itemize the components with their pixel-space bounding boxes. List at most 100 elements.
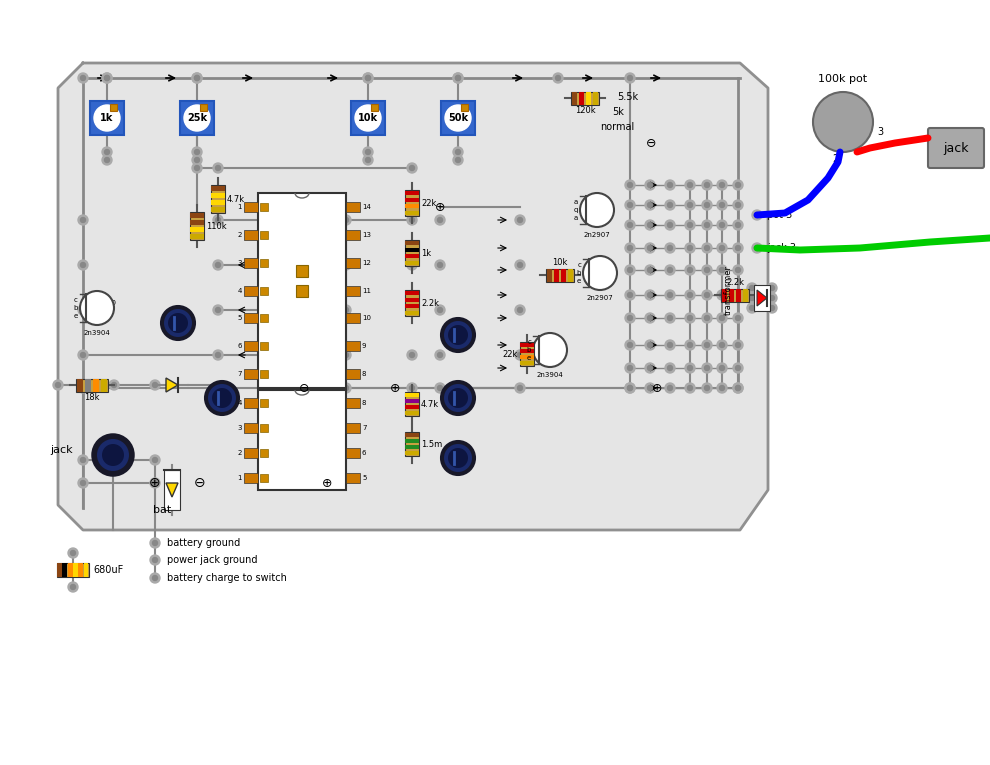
- Text: ⊕: ⊕: [390, 382, 400, 395]
- Circle shape: [628, 246, 633, 250]
- Circle shape: [720, 223, 725, 227]
- Text: ⊕: ⊕: [435, 200, 446, 213]
- Text: jack 3: jack 3: [767, 243, 796, 253]
- Circle shape: [192, 163, 202, 173]
- Circle shape: [702, 363, 712, 373]
- Bar: [405, 204, 419, 208]
- Circle shape: [687, 268, 692, 272]
- Circle shape: [665, 220, 675, 230]
- Bar: [405, 411, 419, 415]
- Circle shape: [216, 353, 221, 357]
- Circle shape: [194, 158, 200, 162]
- Circle shape: [112, 382, 117, 388]
- Circle shape: [80, 217, 85, 223]
- Bar: [260, 424, 268, 431]
- Circle shape: [736, 268, 741, 272]
- Bar: [67, 563, 72, 577]
- Bar: [405, 445, 419, 449]
- Polygon shape: [166, 378, 178, 392]
- Text: 14: 14: [362, 204, 371, 210]
- Circle shape: [747, 283, 757, 293]
- Circle shape: [717, 200, 727, 210]
- Circle shape: [105, 158, 110, 162]
- Text: bat: bat: [153, 505, 171, 515]
- Circle shape: [769, 305, 774, 311]
- Circle shape: [78, 350, 88, 360]
- Circle shape: [733, 313, 743, 323]
- Text: 2n3904: 2n3904: [537, 372, 563, 378]
- Circle shape: [667, 183, 672, 187]
- Circle shape: [453, 73, 463, 83]
- Text: 2.2k: 2.2k: [421, 298, 439, 308]
- Circle shape: [767, 293, 777, 303]
- Circle shape: [685, 313, 695, 323]
- Circle shape: [685, 290, 695, 300]
- Text: 3: 3: [877, 127, 883, 137]
- Circle shape: [344, 353, 348, 357]
- Circle shape: [150, 538, 160, 548]
- Circle shape: [733, 340, 743, 350]
- Circle shape: [665, 363, 675, 373]
- Circle shape: [365, 158, 370, 162]
- Circle shape: [150, 478, 160, 488]
- Circle shape: [363, 147, 373, 157]
- Text: 13: 13: [362, 232, 371, 238]
- Circle shape: [754, 246, 759, 250]
- Circle shape: [515, 305, 525, 315]
- Circle shape: [628, 223, 633, 227]
- Circle shape: [625, 363, 635, 373]
- Bar: [737, 289, 741, 302]
- Bar: [520, 355, 534, 359]
- Text: 2n2907: 2n2907: [584, 232, 611, 238]
- Circle shape: [448, 325, 468, 345]
- Circle shape: [625, 313, 635, 323]
- Circle shape: [161, 306, 195, 340]
- Circle shape: [80, 480, 85, 486]
- Circle shape: [687, 292, 692, 298]
- Circle shape: [341, 260, 351, 270]
- Circle shape: [665, 340, 675, 350]
- Circle shape: [80, 386, 85, 390]
- Circle shape: [813, 92, 873, 152]
- Circle shape: [687, 366, 692, 370]
- Circle shape: [647, 343, 652, 347]
- Bar: [346, 448, 360, 457]
- Bar: [244, 398, 258, 408]
- Circle shape: [515, 383, 525, 393]
- Circle shape: [438, 353, 443, 357]
- Polygon shape: [166, 483, 178, 497]
- Text: 10k: 10k: [358, 113, 378, 123]
- Text: c: c: [577, 262, 581, 268]
- Circle shape: [213, 163, 223, 173]
- Circle shape: [105, 149, 110, 155]
- Bar: [546, 269, 574, 282]
- Circle shape: [216, 308, 221, 312]
- Text: power jack ground: power jack ground: [167, 555, 257, 565]
- Circle shape: [435, 383, 445, 393]
- Circle shape: [150, 555, 160, 565]
- Bar: [78, 563, 83, 577]
- Bar: [730, 289, 734, 302]
- Circle shape: [717, 220, 727, 230]
- Circle shape: [192, 147, 202, 157]
- Text: 8: 8: [362, 399, 366, 405]
- Circle shape: [78, 215, 88, 225]
- Circle shape: [93, 435, 133, 475]
- Text: ⊖: ⊖: [194, 476, 206, 490]
- Circle shape: [55, 382, 60, 388]
- Bar: [586, 92, 591, 105]
- Circle shape: [445, 105, 471, 131]
- Text: 2n3904: 2n3904: [83, 330, 110, 336]
- Bar: [244, 341, 258, 351]
- Text: 10: 10: [362, 315, 371, 321]
- Circle shape: [736, 343, 741, 347]
- Circle shape: [438, 217, 443, 223]
- Text: 5k: 5k: [612, 107, 624, 117]
- Circle shape: [667, 343, 672, 347]
- Bar: [405, 399, 419, 403]
- Circle shape: [410, 217, 415, 223]
- Circle shape: [205, 381, 239, 415]
- Circle shape: [518, 353, 523, 357]
- Text: pot 3: pot 3: [767, 210, 792, 220]
- Circle shape: [213, 305, 223, 315]
